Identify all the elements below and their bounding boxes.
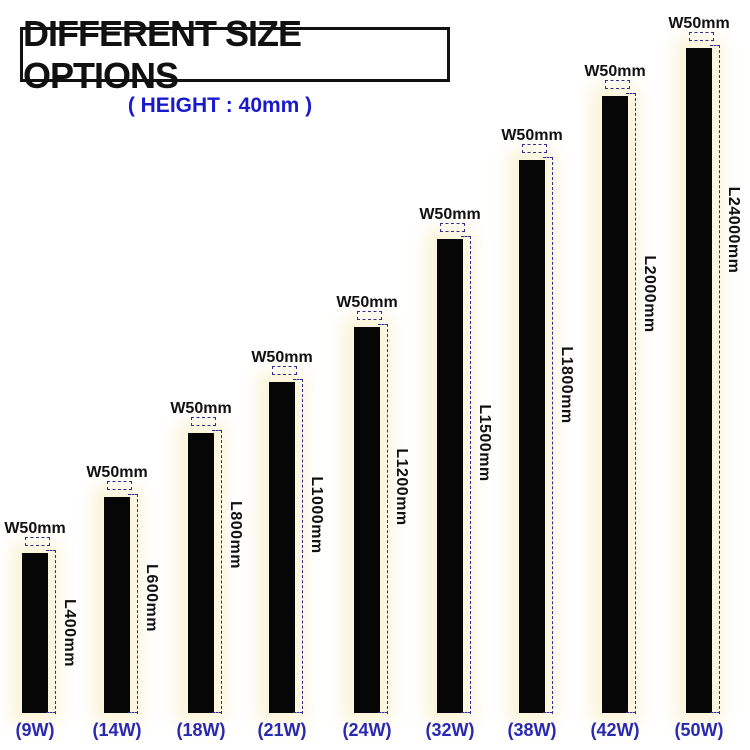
length-dimension-jog <box>128 494 138 495</box>
width-dimension-box <box>605 80 630 89</box>
length-label: L1500mm <box>476 404 493 482</box>
length-dimension-tick <box>543 712 553 713</box>
length-label: L1200mm <box>393 448 410 526</box>
width-dimension-box <box>25 537 50 546</box>
watt-label: (32W) <box>425 720 475 740</box>
watt-label: (24W) <box>342 720 392 740</box>
length-dimension-line <box>387 324 388 714</box>
length-label: L800mm <box>227 501 244 569</box>
width-dimension-box <box>440 223 465 232</box>
width-label: W50mm <box>501 127 563 144</box>
width-label: W50mm <box>336 294 398 311</box>
length-dimension-line <box>719 45 720 714</box>
length-dimension-line <box>302 379 303 714</box>
width-dimension-box <box>107 481 132 490</box>
width-label: W50mm <box>86 464 148 481</box>
length-label: L600mm <box>143 564 160 632</box>
page-title: DIFFERENT SIZE OPTIONS <box>20 13 450 96</box>
length-dimension-line <box>552 157 553 714</box>
width-label: W50mm <box>668 15 730 32</box>
length-dimension-jog <box>710 45 720 46</box>
width-label: W50mm <box>584 63 646 80</box>
width-dimension-box <box>689 32 714 41</box>
light-bar <box>686 48 712 713</box>
length-dimension-tick <box>626 712 636 713</box>
length-label: L1800mm <box>558 346 575 424</box>
watt-label: (42W) <box>590 720 640 740</box>
width-label: W50mm <box>251 349 313 366</box>
length-dimension-jog <box>293 379 303 380</box>
length-dimension-jog <box>543 157 553 158</box>
length-dimension-line <box>137 494 138 714</box>
length-dimension-tick <box>46 712 56 713</box>
light-bar <box>519 160 545 713</box>
length-label: L2000mm <box>641 255 658 333</box>
length-dimension-line <box>635 93 636 714</box>
light-bar <box>104 497 130 713</box>
watt-label: (14W) <box>92 720 142 740</box>
watt-label: (9W) <box>15 720 55 740</box>
width-dimension-box <box>522 144 547 153</box>
length-dimension-jog <box>378 324 388 325</box>
light-bar <box>188 433 214 713</box>
width-label: W50mm <box>4 520 66 537</box>
height-subtitle: ( HEIGHT : 40mm ) <box>127 94 313 117</box>
length-label: L400mm <box>61 599 78 667</box>
light-bar <box>602 96 628 713</box>
length-dimension-line <box>470 236 471 714</box>
length-dimension-tick <box>128 712 138 713</box>
length-dimension-tick <box>378 712 388 713</box>
length-dimension-jog <box>461 236 471 237</box>
length-dimension-tick <box>293 712 303 713</box>
width-dimension-box <box>357 311 382 320</box>
page-title-text: DIFFERENT SIZE OPTIONS <box>23 12 302 96</box>
length-dimension-line <box>55 550 56 714</box>
watt-label: (18W) <box>176 720 226 740</box>
length-dimension-jog <box>46 550 56 551</box>
light-bar <box>269 382 295 713</box>
watt-label: (21W) <box>257 720 307 740</box>
width-label: W50mm <box>170 400 232 417</box>
width-label: W50mm <box>419 206 481 223</box>
length-dimension-tick <box>710 712 720 713</box>
light-bar <box>437 239 463 713</box>
length-label: L1000mm <box>308 476 325 554</box>
light-bar <box>22 553 48 713</box>
length-dimension-jog <box>212 430 222 431</box>
length-dimension-tick <box>461 712 471 713</box>
width-dimension-box <box>191 417 216 426</box>
light-bar <box>354 327 380 713</box>
length-dimension-jog <box>626 93 636 94</box>
length-dimension-line <box>221 430 222 714</box>
width-dimension-box <box>272 366 297 375</box>
length-dimension-tick <box>212 712 222 713</box>
watt-label: (38W) <box>507 720 557 740</box>
length-label: L24000mm <box>725 186 742 274</box>
watt-label: (50W) <box>674 720 724 740</box>
